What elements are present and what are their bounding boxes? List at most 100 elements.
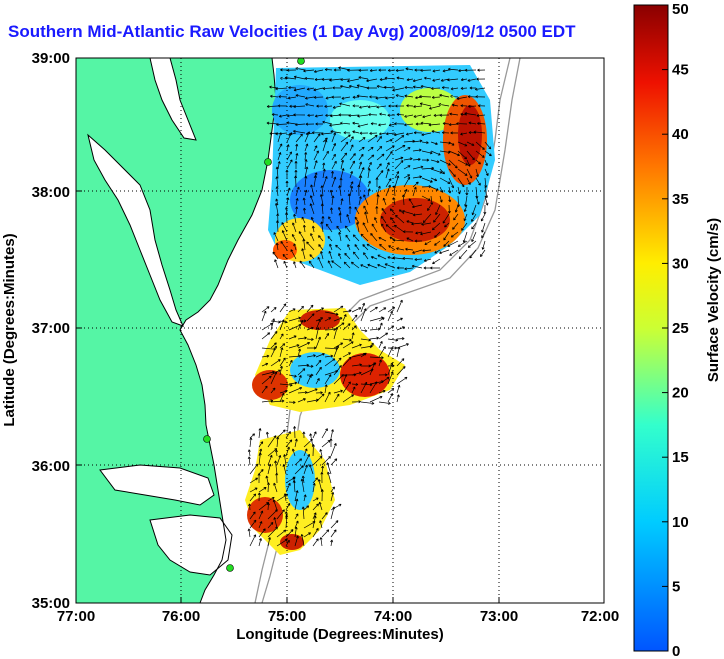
- velocity-arrow: [279, 333, 284, 340]
- velocity-arrow: [356, 222, 360, 233]
- velocity-arrow: [303, 453, 310, 466]
- velocity-arrow: [434, 231, 441, 238]
- velocity-arrow: [403, 157, 413, 161]
- velocity-arrow: [329, 123, 342, 127]
- velocity-arrow: [412, 181, 419, 188]
- velocity-arrow: [461, 222, 468, 231]
- velocity-arrow: [457, 177, 465, 188]
- velocity-arrow: [249, 477, 258, 484]
- velocity-arrow: [377, 263, 387, 269]
- velocity-arrow: [288, 308, 296, 313]
- velocity-arrow: [460, 78, 468, 82]
- velocity-arrow: [279, 383, 293, 387]
- velocity-arrow: [421, 195, 431, 201]
- velocity-arrow: [297, 336, 307, 340]
- velocity-arrow: [404, 267, 414, 271]
- velocity-arrow: [292, 480, 296, 493]
- velocity-arrow: [302, 238, 306, 251]
- velocity-arrow: [291, 222, 297, 233]
- velocity-arrow: [475, 177, 481, 186]
- velocity-arrow: [428, 123, 441, 127]
- velocity-arrow: [277, 132, 282, 143]
- velocity-arrow: [297, 374, 302, 385]
- velocity-arrow: [484, 186, 489, 199]
- velocity-arrow: [324, 358, 336, 367]
- velocity-arrow: [396, 366, 406, 376]
- velocity-arrow: [481, 240, 486, 250]
- velocity-arrow: [473, 130, 486, 134]
- velocity-arrow: [415, 122, 423, 126]
- velocity-arrow: [364, 211, 369, 224]
- velocity-arrow: [369, 356, 384, 360]
- velocity-arrow: [406, 237, 414, 242]
- velocity-arrow: [412, 204, 423, 209]
- velocity-arrow: [266, 482, 270, 493]
- velocity-arrow: [369, 381, 378, 394]
- velocity-arrow: [412, 139, 423, 143]
- velocity-arrow: [476, 114, 486, 118]
- velocity-arrow: [385, 168, 390, 179]
- velocity-arrow: [338, 113, 351, 117]
- velocity-arrow: [448, 159, 458, 169]
- velocity-arrow: [406, 104, 414, 108]
- velocity-arrow: [378, 376, 390, 385]
- velocity-arrow: [484, 150, 492, 157]
- velocity-arrow: [319, 194, 324, 206]
- velocity-arrow: [257, 492, 261, 502]
- colorbar-tick-label: 15: [672, 449, 689, 466]
- velocity-arrow: [471, 231, 477, 243]
- velocity-arrow: [324, 104, 333, 108]
- velocity-arrow: [423, 258, 432, 262]
- velocity-arrow: [327, 260, 333, 269]
- velocity-arrow: [369, 131, 378, 135]
- velocity-arrow: [367, 105, 378, 109]
- velocity-arrow: [460, 132, 468, 136]
- velocity-arrow: [306, 241, 315, 251]
- velocity-arrow: [324, 374, 332, 385]
- velocity-arrow: [312, 503, 319, 511]
- velocity-arrow: [314, 114, 324, 118]
- velocity-arrow: [376, 194, 380, 206]
- velocity-arrow: [270, 399, 285, 403]
- velocity-arrow: [412, 78, 423, 83]
- velocity-arrow: [466, 141, 475, 146]
- velocity-arrow: [396, 266, 405, 270]
- colorbar-tick-label: 0: [672, 643, 680, 659]
- velocity-arrow: [321, 216, 325, 224]
- velocity-arrow: [384, 263, 396, 269]
- velocity-arrow: [363, 205, 369, 215]
- velocity-arrow: [258, 510, 264, 520]
- velocity-arrow: [333, 317, 343, 322]
- velocity-arrow: [304, 189, 308, 197]
- velocity-arrow: [423, 266, 432, 270]
- velocity-arrow: [283, 454, 287, 466]
- velocity-arrow: [313, 145, 318, 152]
- velocity-arrow: [480, 249, 486, 257]
- velocity-arrow: [257, 473, 261, 484]
- velocity-arrow: [481, 222, 486, 233]
- velocity-arrow: [330, 520, 339, 529]
- velocity-arrow: [347, 78, 360, 83]
- velocity-arrow: [342, 352, 351, 358]
- velocity-arrow: [368, 113, 378, 117]
- velocity-arrow: [367, 146, 374, 152]
- velocity-arrow: [320, 203, 324, 215]
- velocity-arrow: [330, 503, 342, 511]
- colorbar-tick-label: 45: [672, 62, 689, 79]
- velocity-arrow: [394, 175, 400, 188]
- velocity-arrow: [294, 498, 299, 511]
- velocity-arrow: [329, 438, 333, 448]
- velocity-arrow: [279, 357, 286, 367]
- velocity-arrow: [270, 359, 281, 367]
- velocity-arrow: [375, 96, 387, 100]
- velocity-arrow: [467, 95, 477, 99]
- velocity-arrow: [463, 213, 468, 222]
- velocity-arrow: [317, 479, 323, 493]
- velocity-arrow: [258, 538, 262, 547]
- velocity-arrow: [322, 168, 326, 179]
- velocity-arrow: [362, 222, 369, 233]
- velocity-arrow: [415, 231, 423, 235]
- velocity-arrow: [324, 354, 334, 358]
- velocity-arrow: [297, 398, 306, 403]
